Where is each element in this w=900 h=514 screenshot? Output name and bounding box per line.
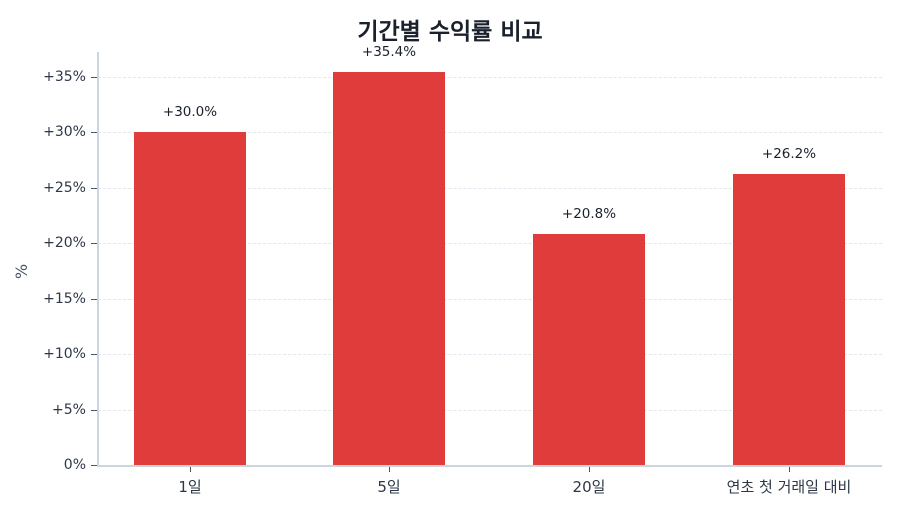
y-tick-label: +35% [43,68,86,85]
y-axis-label: % [12,263,32,280]
grid-line [98,187,882,189]
bar-value-label: +30.0% [162,104,218,121]
x-tick-label: 연초 첫 거래일 대비 [726,478,852,496]
bar-4[interactable] [733,174,845,465]
grid-line [98,243,882,245]
y-tick-label: +10% [43,346,86,363]
grid-line [98,132,882,134]
x-tick-mark [789,466,791,472]
y-tick-label: +20% [43,235,86,252]
y-axis-line [97,52,99,466]
grid-line [98,409,882,411]
x-tick-label: 1일 [178,478,202,496]
bar-2[interactable] [333,72,445,465]
x-tick-mark [389,466,391,472]
y-tick-mark [91,409,97,411]
x-tick-label: 20일 [572,478,606,496]
grid-line [98,298,882,300]
y-tick-mark [91,354,97,356]
y-tick-mark [91,243,97,245]
x-tick-mark [589,466,591,472]
y-tick-label: +15% [43,290,86,307]
bar-value-label: +26.2% [761,146,817,163]
y-tick-label: 0% [63,457,86,473]
y-tick-mark [91,76,97,79]
bar-1[interactable] [134,132,246,465]
y-tick-mark [91,187,97,189]
x-tick-mark [190,466,192,472]
grid-line [98,354,882,356]
x-tick-label: 5일 [377,478,401,496]
chart-title: 기간별 수익률 비교 [357,19,543,45]
y-tick-label: +25% [43,179,86,196]
x-axis-line [97,465,882,467]
y-tick-label: +5% [52,401,86,418]
y-tick-mark [91,465,97,467]
y-tick-mark [91,132,97,134]
bar-3[interactable] [533,234,645,465]
bar-value-label: +35.4% [361,44,417,61]
y-tick-mark [91,298,97,300]
bar-value-label: +20.8% [561,206,617,223]
y-tick-label: +30% [43,124,86,141]
grid-line [98,76,882,78]
